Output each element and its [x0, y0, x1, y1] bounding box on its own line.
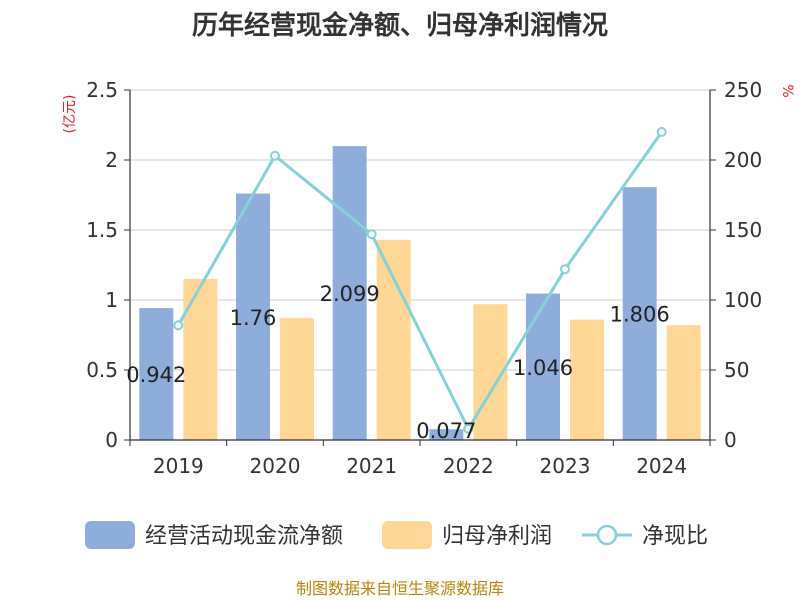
bar-net-profit [570, 319, 604, 440]
axes: 0 0 0.5 50 1 100 1.5 150 2 200 2.5 250 2019 2020 2021 2… [86, 78, 762, 478]
left-tick-label: 2 [105, 148, 118, 172]
bar-net-profit [280, 318, 314, 440]
left-axis-unit: (亿元) [62, 95, 78, 134]
legend-swatch-operating-cash-flow [85, 521, 135, 549]
x-tick-label: 2022 [443, 454, 494, 478]
data-label: 1.046 [513, 356, 573, 380]
bar-net-profit [376, 239, 411, 440]
legend-label: 净现比 [642, 524, 708, 549]
right-tick-label: 250 [724, 78, 762, 102]
data-label: 0.942 [126, 363, 186, 387]
left-tick-label: 0 [105, 428, 118, 452]
bar-operating-cash-flow [526, 293, 560, 440]
line-point [270, 150, 280, 161]
legend: 经营活动现金流净额 归母净利润 净现比 [85, 521, 708, 549]
left-tick-label: 1 [105, 288, 118, 312]
grid [130, 89, 710, 371]
data-labels: 0.942 1.76 2.099 0.077 1.046 1.806 [126, 282, 669, 443]
right-tick-label: 100 [724, 288, 762, 312]
x-tick-label: 2023 [540, 454, 591, 478]
source-note: 制图数据来自恒生聚源数据库 [296, 579, 504, 598]
data-label: 0.077 [416, 419, 476, 443]
x-tick-label: 2021 [346, 454, 397, 478]
x-tick-label: 2019 [153, 454, 204, 478]
line-point [560, 264, 570, 275]
line-point [656, 127, 667, 137]
bar-operating-cash-flow [332, 146, 367, 440]
left-tick-label: 2.5 [86, 78, 118, 102]
line-series [173, 127, 667, 434]
right-tick-label: 200 [724, 148, 762, 172]
bar-operating-cash-flow [236, 193, 270, 440]
legend-label: 归母净利润 [442, 524, 552, 549]
right-axis-unit: % [779, 84, 795, 97]
bar-net-profit [666, 325, 701, 440]
x-tick-label: 2024 [636, 454, 687, 478]
data-label: 2.099 [320, 282, 380, 306]
line-net-cash-ratio [177, 131, 663, 431]
right-tick-label: 150 [724, 218, 762, 242]
data-label: 1.76 [230, 306, 277, 330]
bar-operating-cash-flow [429, 429, 464, 440]
bar-net-profit [183, 279, 218, 440]
left-tick-label: 1.5 [86, 218, 118, 242]
right-tick-label: 50 [724, 358, 749, 382]
x-tick-label: 2020 [250, 454, 301, 478]
line-point [366, 229, 377, 240]
bar-operating-cash-flow [139, 308, 174, 440]
data-label: 1.806 [610, 303, 670, 327]
right-tick-label: 0 [724, 428, 737, 452]
legend-marker [596, 524, 618, 546]
bar-operating-cash-flow [622, 187, 657, 440]
line-point [173, 320, 184, 331]
legend-label: 经营活动现金流净额 [145, 524, 343, 549]
chart-title: 历年经营现金净额、归母净利润情况 [192, 10, 608, 41]
line-point [463, 423, 474, 434]
left-tick-label: 0.5 [86, 358, 118, 382]
bars [139, 146, 701, 440]
legend-swatch-net-profit [382, 521, 432, 549]
